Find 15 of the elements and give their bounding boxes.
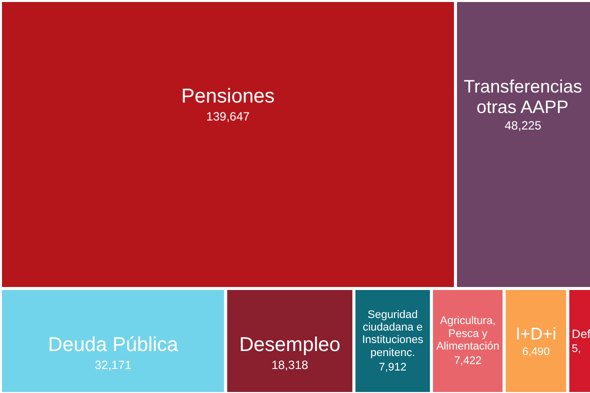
data-label: 6,490 xyxy=(522,346,550,358)
data-label: 18,318 xyxy=(271,358,308,372)
category-label: Deuda Pública xyxy=(48,334,180,356)
category-label: Seguridad ciudadana e Instituciones penitenc. xyxy=(362,308,424,359)
data-label: 5, xyxy=(572,342,581,355)
data-label: 48,225 xyxy=(504,118,542,133)
data-label: 32,171 xyxy=(94,358,132,372)
category-label: I+D+i xyxy=(516,324,556,344)
category-label: Pensiones xyxy=(181,86,275,108)
data-label: 7,422 xyxy=(454,354,482,367)
category-label: Agricultura, Pesca y Alimentación xyxy=(436,315,500,352)
category-label: Transferencias otras AAPP xyxy=(464,76,582,118)
data-label: 139,647 xyxy=(206,110,250,124)
data-label: 7,912 xyxy=(378,361,406,374)
category-label: Desempleo xyxy=(239,334,340,356)
